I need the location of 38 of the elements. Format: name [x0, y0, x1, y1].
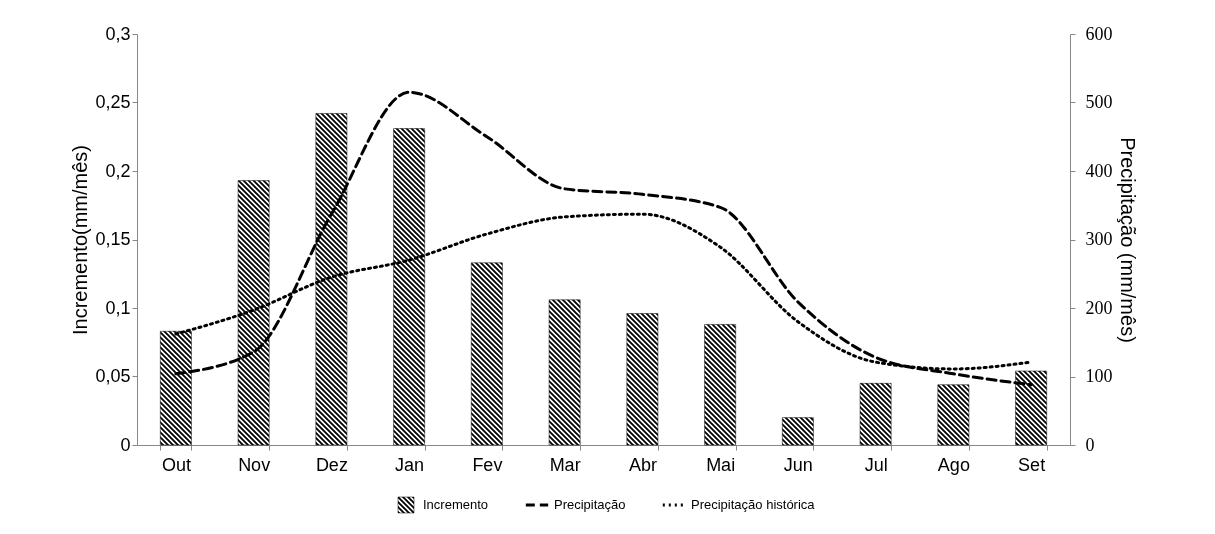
y2-tick-label: 400: [1085, 160, 1113, 181]
legend-label: Precipitação: [554, 497, 626, 512]
x-tick-label: Jun: [783, 454, 813, 475]
bar: [937, 384, 970, 446]
y2-tick-label: 600: [1085, 23, 1113, 44]
y-tick-label: 0,1: [105, 297, 131, 318]
legend-label: Incremento: [423, 497, 489, 512]
x-tick-label: Nov: [238, 454, 271, 475]
bar: [548, 299, 581, 446]
legend-label: Precipitação histórica: [691, 497, 816, 512]
bar: [471, 262, 503, 446]
x-tick-label: Abr: [628, 454, 657, 475]
x-tick-label: Mar: [549, 454, 581, 475]
y-axis-title: Incremento(mm/mês): [69, 144, 92, 336]
y2-tick-label: 0: [1085, 434, 1095, 455]
x-tick-label: Fev: [472, 454, 503, 475]
x-tick-label: Jul: [864, 454, 888, 475]
bar: [626, 313, 659, 446]
x-tick-label: Jan: [395, 454, 425, 475]
bar: [782, 417, 814, 446]
y-tick-label: 0,2: [105, 160, 131, 181]
y-tick-label: 0,15: [95, 229, 131, 249]
y2-tick-label: 300: [1085, 229, 1113, 249]
y-tick-label: 0,3: [105, 23, 131, 44]
y-tick-label: 0,05: [95, 366, 131, 386]
y-tick-label: 0: [120, 434, 131, 455]
y2-axis-title: Precipitação (mm/mês): [1116, 137, 1139, 343]
y2-tick-label: 200: [1085, 297, 1113, 318]
x-tick-label: Ago: [937, 454, 970, 475]
x-tick-label: Dez: [315, 454, 348, 475]
bar: [704, 324, 736, 446]
y2-tick-label: 500: [1085, 92, 1113, 112]
bar: [859, 383, 892, 446]
x-tick-label: Mai: [706, 454, 736, 475]
x-tick-label: Out: [161, 454, 191, 475]
y2-tick-label: 100: [1085, 366, 1113, 386]
y-tick-label: 0,25: [95, 92, 131, 112]
x-tick-label: Set: [1018, 454, 1046, 475]
